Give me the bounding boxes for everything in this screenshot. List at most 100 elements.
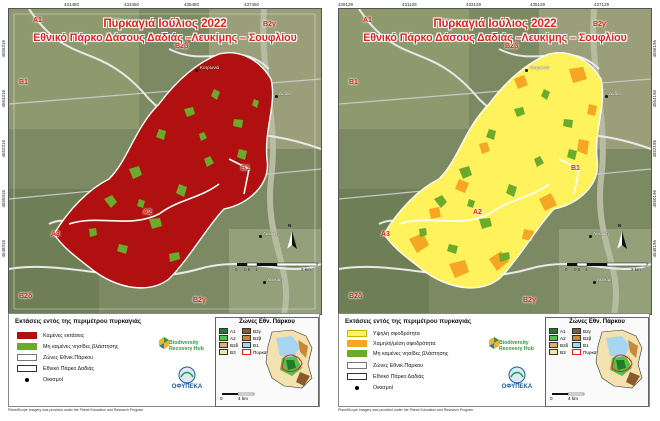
zone-label-a1: A1 [363, 17, 372, 24]
legend-item-settlements: Οικισμοί [347, 384, 393, 391]
x-tick: 433129 [466, 2, 482, 7]
left-map-panel: A1 B2γ B2γ B2β B1 B1 A2 A3 B2δ B2γ Κοτρω… [1, 2, 322, 412]
zone-label-b2b: B2β [505, 43, 519, 50]
minimap-zones: Ζώνες Εθν. Πάρκου A1 B2γ A2 B2β B2δ B1 B… [215, 317, 319, 407]
zone-label-b2y-top: B2γ [593, 21, 606, 28]
zone-label-a3: A3 [51, 231, 60, 238]
y-tick: 4548316 [1, 240, 6, 258]
biodiversity-logo: Biodiversity Recovery Hub [487, 334, 545, 362]
minimap-zones: Ζώνες Εθν. Πάρκου A1 B2γ A2 B2β B2δ B1 B… [545, 317, 649, 407]
north-label: N [618, 223, 622, 228]
ofypeka-logo: ΟΦΥΠΕΚΑ [159, 366, 215, 400]
satellite-map [339, 9, 651, 314]
zone-label-b2b: B2β [175, 43, 189, 50]
village-likofos: Λυκόφη [263, 231, 279, 236]
settlement-dot [275, 95, 278, 98]
village-lefkimi: Λευκίμη [267, 277, 283, 282]
y-tick: 4550196 [652, 190, 657, 208]
bio-line2: Recovery Hub [169, 346, 204, 352]
zone-label-b1b: B1 [571, 165, 580, 172]
scale-zero: 0 [235, 267, 238, 272]
village-dadia: Δαδιά [279, 91, 291, 96]
scale-one: 1 [255, 267, 258, 272]
x-tick: 435129 [530, 2, 546, 7]
zone-label-b1: B1 [349, 79, 358, 86]
zone-label-b2g: B2γ [441, 19, 454, 26]
village-kotronia: Κοτρωνιά [200, 65, 220, 70]
legend-item-park: Εθνικό Πάρκο Δαδιάς [17, 365, 94, 372]
zone-label-b1b: B1 [241, 165, 250, 172]
right-map-panel: A1 B2γ B2γ B2β B1 B1 A2 A3 B2δ B2γ Κοτρω… [330, 0, 660, 421]
settlement-dot [195, 69, 198, 72]
x-tick: 435450 [184, 2, 200, 7]
zone-label-b1: B1 [19, 79, 28, 86]
imagery-credit: PlanetScope imagery was provided under t… [8, 408, 144, 412]
x-tick: 431129 [402, 2, 417, 7]
scale-zero: 0 [565, 267, 568, 272]
map-title: Πυρκαγιά Ιούλιος 2022 [433, 18, 557, 30]
x-tick: 433450 [124, 2, 140, 7]
minimap-shape [265, 329, 313, 389]
y-tick: 4552196 [652, 140, 657, 158]
map-title: Πυρκαγιά Ιούλιος 2022 [103, 18, 227, 30]
zone-label-a1: A1 [33, 17, 42, 24]
scale-bar: 0 0,5 1 2 km [565, 261, 649, 283]
biodiversity-logo: Biodiversity Recovery Hub [157, 334, 215, 362]
north-arrow-icon [287, 231, 297, 249]
settlement-dot [259, 235, 262, 238]
y-tick: 4550316 [1, 190, 6, 208]
settlement-dot [263, 281, 266, 284]
legend-right: Εκτάσεις εντός της περιμέτρου πυρκαγιάς … [338, 313, 650, 407]
legend-title: Εκτάσεις εντός της περιμέτρου πυρκαγιάς [15, 318, 142, 325]
village-likofos: Λυκόφη [593, 231, 609, 236]
minimap-shape [595, 329, 643, 389]
legend-item-unburned: Μη καμένες νησίδες βλάστησης [17, 343, 118, 350]
legend-title: Εκτάσεις εντός της περιμέτρου πυρκαγιάς [345, 318, 472, 325]
minimap-scale-four: 4 km [568, 396, 578, 401]
settlement-dot [605, 95, 608, 98]
zone-label-a2: A2 [473, 209, 482, 216]
y-tick: 4554196 [652, 90, 657, 108]
legend-item-burned: Καμένες εκτάσεις [17, 332, 84, 339]
x-tick: 437450 [244, 2, 260, 7]
legend-item-zones: Ζώνες Εθνικ.Πάρκου [347, 362, 423, 369]
scale-bar: 0 0,5 1 2 km [235, 261, 319, 283]
x-tick: 437129 [594, 2, 610, 7]
scale-two: 2 km [301, 267, 311, 272]
y-tick: 4556316 [1, 40, 6, 58]
ofypeka-emblem-icon [508, 366, 526, 384]
minimap-scale-four: 4 km [238, 396, 248, 401]
y-tick: 4548196 [652, 240, 657, 258]
village-dadia: Δαδιά [609, 91, 621, 96]
minimap-title: Ζώνες Εθν. Πάρκου [239, 319, 295, 325]
y-tick: 4552316 [1, 140, 6, 158]
map-subtitle: Εθνικό Πάρκο Δάσους Δαδιάς –Λευκίμης – Σ… [363, 32, 627, 44]
legend-item-park: Εθνικό Πάρκο Δαδιάς [347, 373, 424, 380]
north-arrow-icon [617, 231, 627, 249]
scale-half: 0,5 [574, 267, 581, 272]
village-lefkimi: Λευκίμη [597, 277, 613, 282]
y-tick: 4554316 [1, 90, 6, 108]
scale-one: 1 [585, 267, 588, 272]
legend-item-zones: Ζώνες Εθνικ.Πάρκου [17, 354, 93, 361]
minimap-title: Ζώνες Εθν. Πάρκου [569, 319, 625, 325]
satellite-map [9, 9, 321, 314]
zone-label-b2y-bottom: B2γ [193, 297, 206, 304]
north-label: N [288, 223, 292, 228]
x-tick: 431450 [64, 2, 80, 7]
legend-item-low: Χαμηλή/μέση σφοδρότητα [347, 340, 435, 347]
legend-item-high: Υψηλή σφοδρότητα [347, 330, 420, 337]
settlement-dot [589, 235, 592, 238]
zone-label-b2y-bottom: B2γ [523, 297, 536, 304]
burned-area-map: A1 B2γ B2γ B2β B1 B1 A2 A3 B2δ B2γ Κοτρω… [8, 8, 322, 315]
village-kotronia: Κοτρωνιά [530, 65, 550, 70]
zone-label-b2d: B2δ [349, 293, 363, 300]
ofypeka-emblem-icon [178, 366, 196, 384]
scale-two: 2 km [631, 267, 641, 272]
scale-half: 0,5 [244, 267, 251, 272]
zone-label-b2d: B2δ [19, 293, 33, 300]
settlement-dot [525, 69, 528, 72]
legend-item-unburned: Μη καμένες νησίδες βλάστησης [347, 350, 448, 357]
hexagon-logo-icon [489, 337, 499, 349]
x-tick: 429129 [338, 2, 354, 7]
